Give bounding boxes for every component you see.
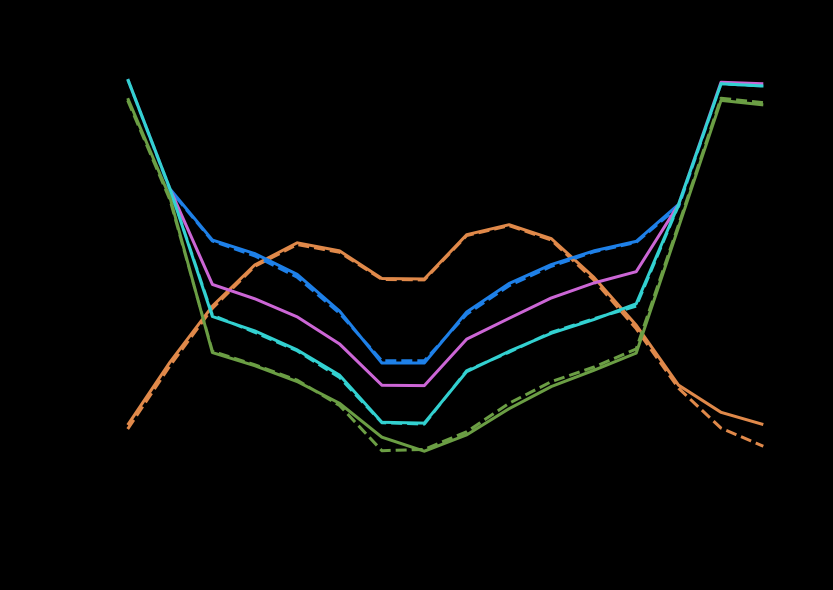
- series-line-1: [126, 224, 764, 448]
- series-line-4: [126, 78, 764, 388]
- series-line-8: [126, 96, 764, 453]
- series-layer: [126, 78, 764, 453]
- series-line-6: [126, 78, 764, 426]
- plot-area: [98, 62, 793, 514]
- series-line-3: [126, 78, 764, 363]
